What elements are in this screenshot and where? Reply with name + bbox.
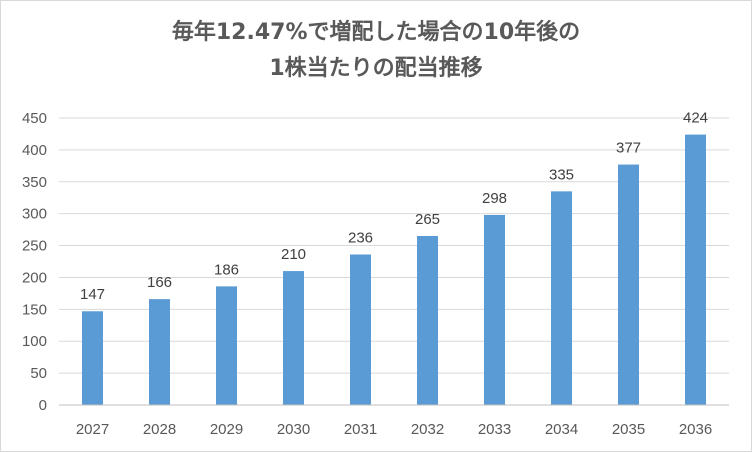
x-tick-label: 2030 xyxy=(277,421,310,438)
data-label: 236 xyxy=(348,229,373,246)
x-tick-label: 2033 xyxy=(478,421,511,438)
x-tick-label: 2035 xyxy=(612,421,645,438)
data-label: 377 xyxy=(616,140,641,157)
y-tick-label: 400 xyxy=(22,142,47,159)
bar xyxy=(283,271,304,405)
data-label: 210 xyxy=(281,246,306,263)
x-tick-label: 2036 xyxy=(679,421,712,438)
data-label: 186 xyxy=(214,261,239,278)
x-tick-label: 2034 xyxy=(545,421,578,438)
bar xyxy=(484,214,505,405)
data-label: 335 xyxy=(549,166,574,183)
y-tick-label: 0 xyxy=(39,397,47,414)
y-tick-label: 50 xyxy=(30,365,47,382)
y-tick-label: 300 xyxy=(22,206,47,223)
chart-title-line-1: 毎年12.47%で増配した場合の10年後の xyxy=(171,20,581,45)
x-tick-label: 2029 xyxy=(210,421,243,438)
bar xyxy=(685,134,706,406)
x-tick-label: 2032 xyxy=(411,421,444,438)
x-tick-label: 2028 xyxy=(143,421,176,438)
chart-title-line-2: 1株当たりの配当推移 xyxy=(269,56,483,81)
data-label: 147 xyxy=(80,286,105,303)
bar xyxy=(417,235,438,405)
y-tick-label: 250 xyxy=(22,238,47,255)
bar xyxy=(216,286,237,405)
bar xyxy=(618,164,639,405)
bar xyxy=(350,254,371,405)
chart-title: 毎年12.47%で増配した場合の10年後の 1株当たりの配当推移 xyxy=(1,15,751,87)
bar xyxy=(551,191,572,405)
y-tick-label: 200 xyxy=(22,269,47,286)
data-label: 166 xyxy=(147,274,172,291)
y-tick-label: 100 xyxy=(22,333,47,350)
x-tick-label: 2027 xyxy=(76,421,109,438)
data-label: 265 xyxy=(415,211,440,228)
y-tick-label: 450 xyxy=(22,110,47,127)
y-tick-label: 150 xyxy=(22,301,47,318)
x-tick-label: 2031 xyxy=(344,421,377,438)
data-label: 298 xyxy=(482,190,507,207)
bar xyxy=(149,299,170,405)
data-label: 424 xyxy=(683,110,708,127)
bar xyxy=(82,311,103,405)
y-tick-label: 350 xyxy=(22,174,47,191)
